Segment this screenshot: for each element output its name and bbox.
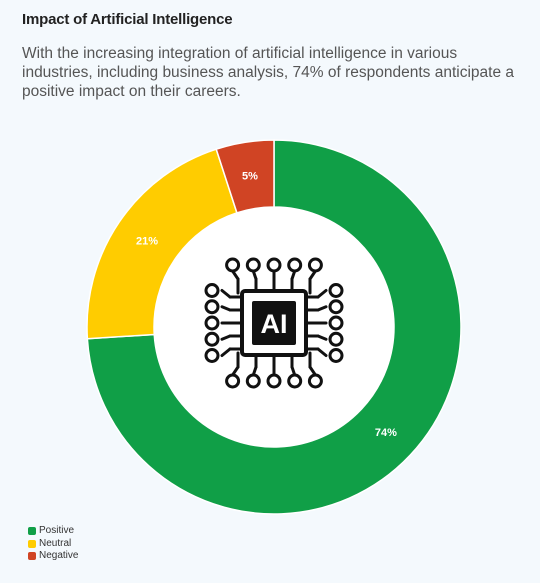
ai-chip-label: AI xyxy=(261,309,288,339)
legend-item-positive: Positive xyxy=(28,525,78,538)
chart-subtitle: With the increasing integration of artif… xyxy=(22,45,514,100)
slice-label-neutral: 21% xyxy=(136,236,158,248)
slice-positive xyxy=(86,139,462,515)
legend-swatch xyxy=(28,539,36,548)
legend-item-neutral: Neutral xyxy=(28,538,78,551)
slice-negative xyxy=(215,139,275,214)
legend-label: Negative xyxy=(39,550,79,561)
slice-label-positive: 74% xyxy=(375,427,397,439)
chart-legend: Positive Neutral Negative xyxy=(28,525,78,563)
legend-label: Neutral xyxy=(39,537,72,549)
legend-item-negative: Negative xyxy=(28,550,78,563)
slice-label-negative: 5% xyxy=(242,170,258,182)
legend-swatch xyxy=(28,527,36,536)
chart-title: Impact of Artificial Intelligence xyxy=(22,11,233,28)
legend-label: Positive xyxy=(39,525,75,536)
slice-labels: 74% 21% 5% xyxy=(136,170,397,439)
ai-chip-icon: AI xyxy=(204,257,344,389)
legend-swatch xyxy=(28,552,36,561)
